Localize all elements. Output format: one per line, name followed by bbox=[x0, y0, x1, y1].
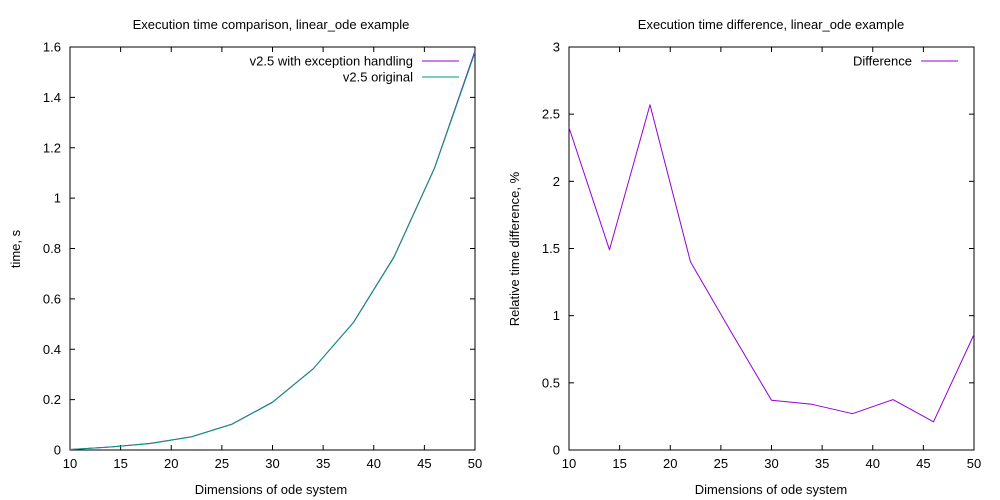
y-tick-label: 0 bbox=[553, 443, 560, 458]
x-tick-label: 50 bbox=[468, 456, 482, 471]
x-tick-label: 15 bbox=[612, 456, 626, 471]
y-tick-label: 1.4 bbox=[43, 90, 61, 105]
axis-ticks: 10 15 20 25 30 35 40 45 50 0 0.2 0.4 0.6 0.8 1 1.2 1.4 1.… bbox=[43, 40, 482, 472]
x-tick-label: 10 bbox=[562, 456, 576, 471]
y-tick-label: 2.5 bbox=[542, 107, 560, 122]
y-axis-label: Relative time difference, % bbox=[507, 171, 522, 326]
y-tick-label: 3 bbox=[553, 40, 560, 55]
axis-ticks: 10 15 20 25 30 35 40 45 50 0 0.5 1 1.5 2 2.5 3 bbox=[542, 40, 981, 472]
y-axis-label: time, s bbox=[8, 229, 23, 268]
legend-label: Difference bbox=[853, 54, 912, 69]
y-tick-label: 1 bbox=[54, 191, 61, 206]
plot-area-border bbox=[69, 46, 476, 451]
chart-panel-time-difference: Execution time difference, linear_ode ex… bbox=[507, 17, 981, 497]
x-tick-label: 35 bbox=[316, 456, 330, 471]
x-tick-label: 25 bbox=[215, 456, 229, 471]
x-tick-label: 35 bbox=[815, 456, 829, 471]
y-tick-label: 1.2 bbox=[43, 140, 61, 155]
x-tick-label: 20 bbox=[663, 456, 677, 471]
x-tick-label: 25 bbox=[714, 456, 728, 471]
legend: Difference bbox=[853, 54, 958, 69]
x-tick-label: 45 bbox=[417, 456, 431, 471]
x-tick-label: 15 bbox=[113, 456, 127, 471]
chart-title: Execution time difference, linear_ode ex… bbox=[638, 17, 904, 32]
x-tick-label: 30 bbox=[265, 456, 279, 471]
series-line-1 bbox=[568, 104, 975, 423]
x-axis-label: Dimensions of ode system bbox=[695, 482, 847, 497]
y-tick-label: 1.5 bbox=[542, 241, 560, 256]
x-axis-label: Dimensions of ode system bbox=[195, 482, 347, 497]
y-tick-label: 1 bbox=[553, 308, 560, 323]
legend-label: v2.5 original bbox=[343, 70, 413, 85]
series-line-1 bbox=[69, 50, 476, 450]
chart-panel-time-comparison: Execution time comparison, linear_ode ex… bbox=[8, 17, 482, 497]
y-tick-label: 1.6 bbox=[43, 40, 61, 55]
y-tick-label: 0.5 bbox=[542, 375, 560, 390]
y-tick-label: 2 bbox=[553, 174, 560, 189]
x-tick-label: 45 bbox=[916, 456, 930, 471]
y-tick-label: 0.2 bbox=[43, 392, 61, 407]
y-tick-label: 0 bbox=[54, 443, 61, 458]
plot-area-border bbox=[568, 46, 975, 451]
series-line-2 bbox=[69, 52, 476, 450]
legend-label: v2.5 with exception handling bbox=[250, 54, 413, 69]
x-tick-label: 40 bbox=[866, 456, 880, 471]
x-tick-label: 50 bbox=[967, 456, 981, 471]
x-tick-label: 30 bbox=[764, 456, 778, 471]
y-tick-label: 0.4 bbox=[43, 342, 61, 357]
series-lines bbox=[69, 50, 476, 450]
x-tick-label: 40 bbox=[367, 456, 381, 471]
series-lines bbox=[568, 104, 975, 423]
x-tick-label: 10 bbox=[63, 456, 77, 471]
chart-title: Execution time comparison, linear_ode ex… bbox=[133, 17, 410, 32]
y-tick-label: 0.6 bbox=[43, 291, 61, 306]
y-tick-label: 0.8 bbox=[43, 241, 61, 256]
x-tick-label: 20 bbox=[164, 456, 178, 471]
